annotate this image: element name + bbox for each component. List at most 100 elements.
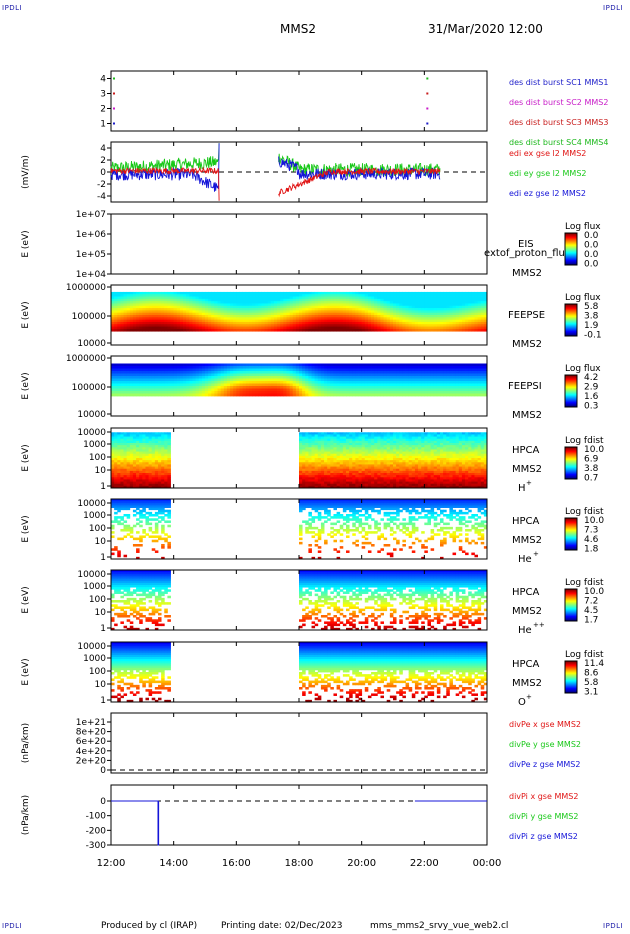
feepsi-heatmap-cell xyxy=(220,391,225,394)
feepse-heatmap-cell xyxy=(455,326,460,330)
feepsi-colorbar-cell xyxy=(565,399,577,401)
feepse-heatmap-cell xyxy=(223,326,228,330)
hpca_h-heatmap-cell xyxy=(371,432,375,435)
feepse-heatmap-cell xyxy=(430,305,435,309)
feepse-heatmap-cell xyxy=(446,328,450,332)
feepsi-heatmap-cell xyxy=(320,378,325,382)
feepse-heatmap-cell xyxy=(405,308,410,311)
feepse-heatmap-cell xyxy=(220,308,225,311)
hpca_h-heatmap-cell xyxy=(129,440,134,444)
feepse-heatmap-cell xyxy=(358,303,363,307)
feepse-heatmap-cell xyxy=(217,303,222,307)
feepse-heatmap-cell xyxy=(471,315,475,318)
feepsi-heatmap-cell xyxy=(120,378,124,382)
feepsi-heatmap-cell xyxy=(455,378,460,382)
hpca_h-heatmap-cell xyxy=(336,436,341,440)
feepsi-heatmap-cell xyxy=(386,388,391,392)
feepsi-heatmap-cell xyxy=(139,378,143,382)
hpca_h-heatmap-cell xyxy=(305,466,309,470)
feepsi-heatmap-cell xyxy=(361,368,366,372)
feepse-heatmap-cell xyxy=(433,305,438,309)
feepsi-heatmap-cell xyxy=(305,383,309,387)
edi-legend-entry: edi ey gse l2 MMS2 xyxy=(509,169,587,178)
hpca_h-heatmap-cell xyxy=(305,453,309,457)
feepsi-heatmap-cell xyxy=(129,373,134,377)
hpca_h-heatmap-cell xyxy=(358,432,363,435)
eis-colorbar-cell xyxy=(565,246,577,248)
feepse-heatmap-cell xyxy=(242,317,247,321)
feepsi-heatmap-cell xyxy=(327,386,331,389)
hpca_h-heatmap-cell xyxy=(305,468,309,472)
feepsi-heatmap-cell xyxy=(355,373,359,377)
hpca_h-heatmap-cell xyxy=(364,468,369,472)
feepsi-heatmap-cell xyxy=(277,391,281,394)
feepse-heatmap-cell xyxy=(299,298,303,302)
hpca_h-heatmap-cell xyxy=(136,481,140,485)
hpca_h-heatmap-cell xyxy=(142,432,146,435)
feepse-heatmap-cell xyxy=(452,317,457,321)
feepsi-heatmap-cell xyxy=(317,366,322,369)
feepse-heatmap-cell xyxy=(245,305,250,309)
feepsi-heatmap-cell xyxy=(208,393,212,397)
feepse-heatmap-cell xyxy=(430,310,435,314)
feepse-heatmap-cell xyxy=(443,303,447,307)
feepsi-heatmap-cell xyxy=(418,378,422,382)
hpca_h-heatmap-cell xyxy=(352,445,356,448)
feepsi-heatmap-cell xyxy=(358,368,363,372)
feepsi-heatmap-cell xyxy=(414,363,419,367)
feepse-heatmap-cell xyxy=(273,324,278,327)
feepse-heatmap-cell xyxy=(239,291,243,295)
feepsi-heatmap-cell xyxy=(170,386,175,389)
hpca_h-heatmap-cell xyxy=(145,458,149,461)
hpca_h-heatmap-cell xyxy=(151,440,156,444)
feepsi-heatmap-cell xyxy=(158,391,162,394)
feepsi-heatmap-cell xyxy=(114,383,118,387)
feepsi-heatmap-cell xyxy=(292,378,297,382)
feepse-heatmap-cell xyxy=(386,310,391,314)
feepsi-heatmap-cell xyxy=(151,381,156,384)
feepsi-heatmap-cell xyxy=(436,363,441,367)
feepse-heatmap-cell xyxy=(183,298,187,302)
hpca_h-heatmap-cell xyxy=(361,447,366,450)
feepsi-heatmap-cell xyxy=(333,393,337,397)
feepse-heatmap-cell xyxy=(252,319,256,323)
feepse-heatmap-cell xyxy=(261,319,265,323)
feepse-heatmap-cell xyxy=(236,296,240,300)
hpca_h-heatmap-cell xyxy=(367,458,372,461)
feepse-heatmap-cell xyxy=(443,312,447,316)
hpca_h-heatmap-cell xyxy=(167,479,171,482)
hpca_h-heatmap-cell xyxy=(314,445,319,448)
feepse-heatmap-cell xyxy=(440,303,444,307)
hpca_h-heatmap-cell xyxy=(158,443,162,446)
feepsi-heatmap-cell xyxy=(242,388,247,392)
feepse-heatmap-cell xyxy=(342,326,347,330)
feepsi-heatmap-cell xyxy=(299,383,303,387)
feepsi-heatmap-cell xyxy=(377,381,381,384)
feepse-heatmap-cell xyxy=(148,324,153,327)
feepse-heatmap-cell xyxy=(167,305,171,309)
feepse-heatmap-cell xyxy=(449,328,453,332)
feepse-heatmap-cell xyxy=(164,291,168,295)
feepsi-heatmap-cell xyxy=(446,381,450,384)
feepsi-heatmap-cell xyxy=(176,378,181,382)
hpca_h-heatmap-cell xyxy=(333,436,337,440)
feepse-heatmap-cell xyxy=(233,319,237,323)
hpca_h-heatmap-cell xyxy=(358,479,363,482)
feepse-heatmap-cell xyxy=(311,298,316,302)
feepse-heatmap-cell xyxy=(443,315,447,318)
feepse-heatmap-cell xyxy=(220,319,225,323)
feepse-heatmap-cell xyxy=(421,315,425,318)
feepse-heatmap-cell xyxy=(405,298,410,302)
feepse-heatmap-cell xyxy=(270,298,275,302)
feepsi-heatmap-cell xyxy=(371,378,375,382)
feepsi-colorbar-cell xyxy=(565,391,577,393)
hpca_h-heatmap-cell xyxy=(333,460,337,463)
feepse-heatmap-cell xyxy=(333,296,337,300)
feepsi-heatmap-cell xyxy=(396,368,400,372)
hpca_h-heatmap-cell xyxy=(132,470,137,474)
feepsi-heatmap-cell xyxy=(248,376,253,379)
feepsi-heatmap-cell xyxy=(477,386,482,389)
feepse-heatmap-cell xyxy=(176,310,181,314)
feepse-heatmap-cell xyxy=(132,319,137,323)
feepse-heatmap-cell xyxy=(361,305,366,309)
